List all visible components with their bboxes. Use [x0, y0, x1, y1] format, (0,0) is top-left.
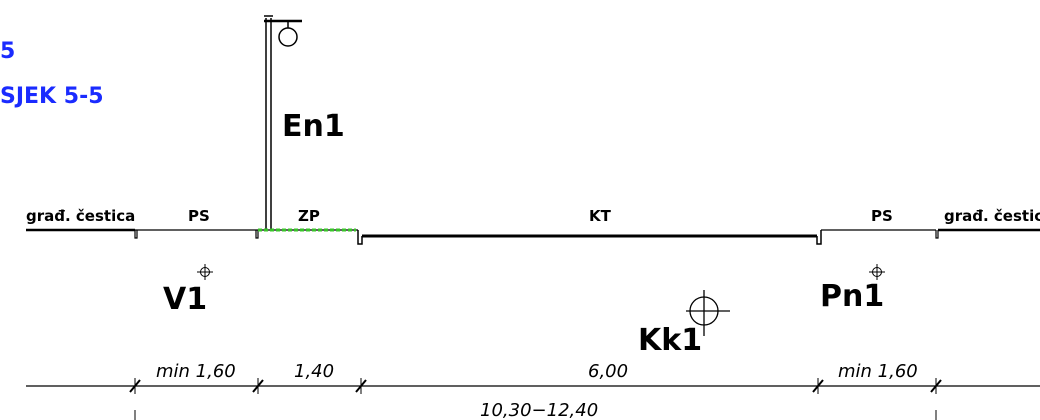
dimension-ps-right: min 1,60 [838, 361, 918, 382]
segment-label-zp: ZP [298, 207, 320, 225]
section-title: SJEK 5-5 [0, 84, 104, 109]
crosshair-v1-icon [197, 264, 213, 280]
dimension-line [26, 378, 1040, 420]
dimension-zp: 1,40 [294, 361, 334, 382]
segment-label-kt: KT [589, 207, 612, 225]
lamp-head-icon [278, 27, 298, 47]
tag-kk1: Kk1 [638, 323, 702, 358]
pole-tag: En1 [282, 109, 345, 144]
segment-label-ps-left: PS [188, 207, 210, 225]
segment-label-plot-right: građ. čestica [944, 207, 1040, 225]
dimension-ps-left: min 1,60 [156, 361, 236, 382]
crosshair-pn1-icon [869, 264, 885, 280]
crosshair-kk1-icon [686, 290, 730, 336]
segment-label-plot-left: građ. čestica [26, 207, 135, 225]
ground-line [26, 228, 1040, 245]
dimension-total: 10,30−12,40 [480, 400, 598, 420]
segment-label-ps-right: PS [871, 207, 893, 225]
section-number: 5 [0, 39, 15, 64]
tag-pn1: Pn1 [820, 279, 884, 314]
dimension-kt: 6,00 [588, 361, 628, 382]
lamp-pole [264, 15, 302, 230]
tag-v1: V1 [163, 282, 207, 317]
